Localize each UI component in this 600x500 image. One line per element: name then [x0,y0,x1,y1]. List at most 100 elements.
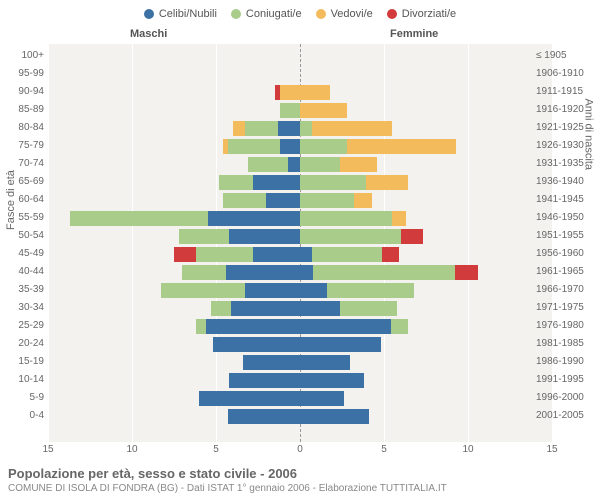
y-tick-birth: 1971-1975 [536,302,600,313]
bar-segment-female [300,373,364,388]
pyramid-row [48,84,552,102]
y-tick-birth: 1926-1930 [536,140,600,151]
bar-segment-male [174,247,196,262]
x-tick: 15 [42,444,53,455]
bar-segment-female [300,409,369,424]
bar-segment-male [228,409,300,424]
chart-footer: Popolazione per età, sesso e stato civil… [8,466,592,494]
bar-segment-male [196,319,206,334]
bar-segment-female [313,265,454,280]
y-tick-birth: 1946-1950 [536,212,600,223]
legend-label: Celibi/Nubili [159,8,217,20]
pyramid-row [48,408,552,426]
bar-segment-female [354,193,372,208]
y-tick-birth: 1906-1910 [536,68,600,79]
bar-segment-male [280,103,300,118]
legend-label: Vedovi/e [331,8,373,20]
bar-segment-male [288,157,300,172]
bar-segment-male [229,373,300,388]
bar-segment-male [280,139,300,154]
pyramid-row [48,336,552,354]
pyramid-row [48,138,552,156]
legend-swatch [144,9,154,19]
legend-swatch [231,9,241,19]
pyramid-row [48,282,552,300]
y-tick-age: 55-59 [0,212,44,223]
x-tick: 10 [462,444,473,455]
bar-segment-male [223,193,267,208]
bar-segment-male [248,157,288,172]
bar-segment-male [70,211,208,226]
bar-segment-female [347,139,456,154]
bar-segment-female [300,121,312,136]
bar-segment-male [228,139,280,154]
bar-segment-male [266,193,300,208]
pyramid-row [48,48,552,66]
bar-segment-female [455,265,479,280]
header-female: Femmine [390,28,438,40]
bar-segment-female [300,157,340,172]
y-tick-age: 80-84 [0,122,44,133]
y-tick-age: 20-24 [0,338,44,349]
pyramid-row [48,192,552,210]
x-tick: 5 [213,444,219,455]
legend-swatch [387,9,397,19]
bar-segment-female [312,121,393,136]
bar-segment-female [300,229,401,244]
pyramid-row [48,210,552,228]
bar-segment-female [382,247,399,262]
pyramid-row [48,156,552,174]
y-tick-age: 40-44 [0,266,44,277]
bar-segment-female [300,139,347,154]
bar-segment-female [300,211,392,226]
bar-segment-male [182,265,226,280]
population-pyramid-chart [48,44,552,442]
y-tick-birth: 1986-1990 [536,356,600,367]
bar-segment-male [206,319,300,334]
y-tick-birth: 1966-1970 [536,284,600,295]
pyramid-row [48,174,552,192]
y-tick-birth: 1941-1945 [536,194,600,205]
bar-segment-female [300,85,330,100]
y-tick-birth: 1936-1940 [536,176,600,187]
pyramid-row [48,102,552,120]
bar-segment-female [340,301,397,316]
bar-segment-female [312,247,383,262]
y-tick-birth: 1961-1965 [536,266,600,277]
bar-segment-female [366,175,408,190]
bar-segment-male [280,85,300,100]
y-tick-age: 60-64 [0,194,44,205]
y-tick-age: 100+ [0,50,44,61]
bar-segment-male [233,121,245,136]
y-tick-age: 45-49 [0,248,44,259]
y-tick-age: 30-34 [0,302,44,313]
y-tick-age: 65-69 [0,176,44,187]
y-tick-age: 5-9 [0,392,44,403]
y-tick-birth: 1981-1985 [536,338,600,349]
pyramid-row [48,66,552,84]
bar-segment-male [161,283,245,298]
bar-segment-female [300,193,354,208]
bar-segment-male [196,247,253,262]
bar-segment-male [213,337,300,352]
bar-segment-male [219,175,253,190]
bar-segment-male [199,391,300,406]
bar-segment-female [300,283,327,298]
y-tick-age: 15-19 [0,356,44,367]
y-tick-birth: ≤ 1905 [536,50,600,61]
legend-label: Divorziati/e [402,8,456,20]
legend-swatch [316,9,326,19]
bar-segment-male [253,175,300,190]
y-tick-birth: 1916-1920 [536,104,600,115]
bar-segment-female [300,355,350,370]
y-tick-age: 70-74 [0,158,44,169]
y-tick-birth: 1931-1935 [536,158,600,169]
pyramid-row [48,372,552,390]
pyramid-row [48,228,552,246]
bar-segment-female [300,337,381,352]
y-tick-birth: 1996-2000 [536,392,600,403]
bar-segment-female [300,265,313,280]
legend: Celibi/NubiliConiugati/eVedovi/eDivorzia… [0,0,600,24]
bar-segment-female [300,247,312,262]
y-tick-birth: 1991-1995 [536,374,600,385]
